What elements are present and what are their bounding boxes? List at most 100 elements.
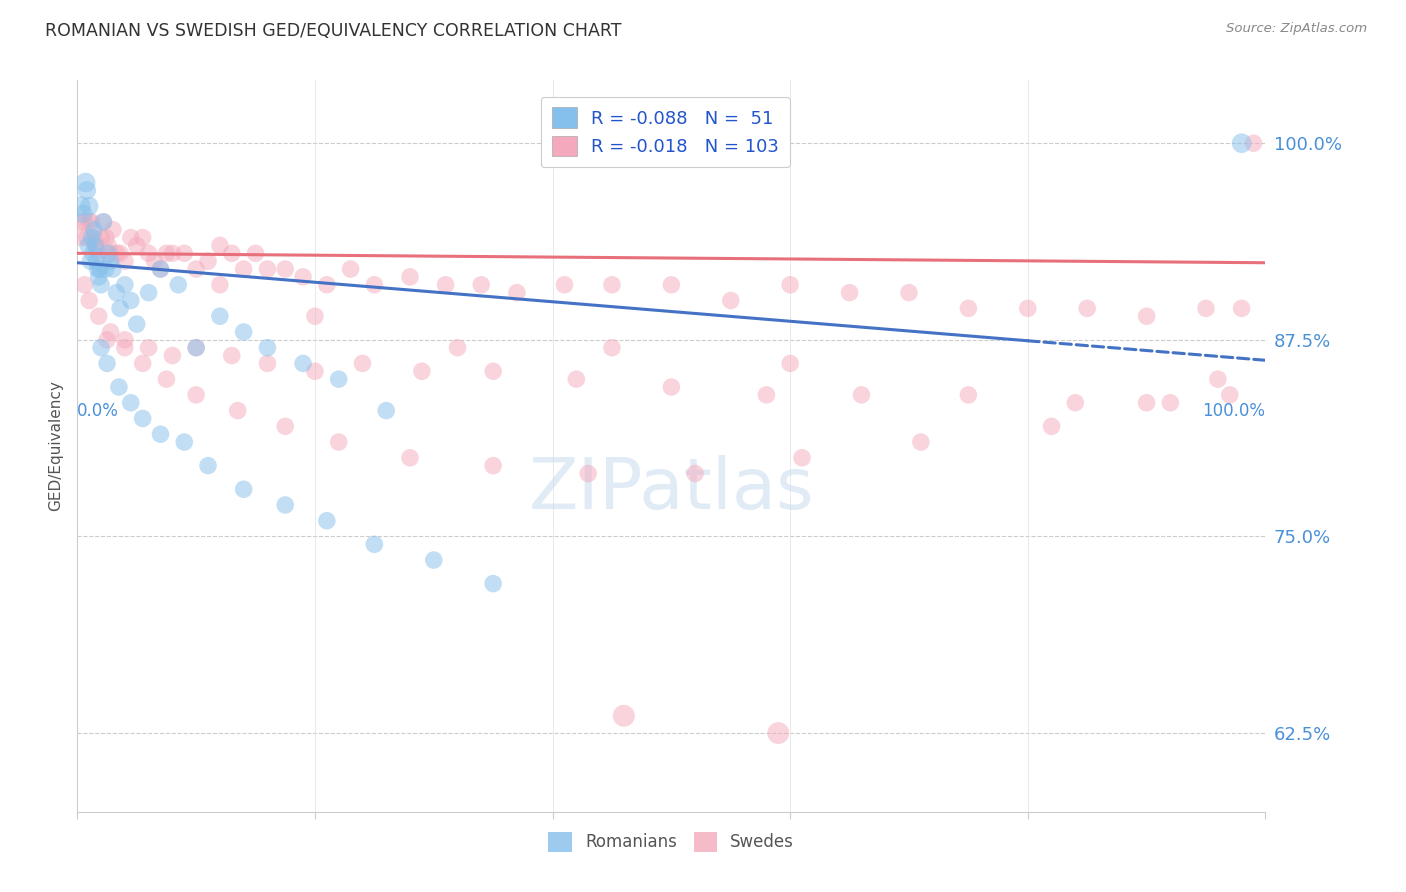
Point — [90, 341, 112, 355]
Point — [1159, 396, 1181, 410]
Point — [197, 254, 219, 268]
Point — [155, 246, 177, 260]
Point — [720, 293, 742, 308]
Point — [446, 341, 468, 355]
Point — [1195, 301, 1218, 316]
Point — [120, 396, 142, 410]
Point — [108, 246, 131, 260]
Point — [138, 285, 160, 300]
Point — [94, 262, 117, 277]
Point — [93, 215, 115, 229]
Point — [167, 277, 190, 292]
Point — [86, 238, 108, 252]
Point — [114, 333, 136, 347]
Point — [600, 277, 623, 292]
Point — [1136, 310, 1159, 324]
Point — [328, 372, 350, 386]
Point — [304, 364, 326, 378]
Point — [100, 246, 122, 260]
Point — [245, 246, 267, 260]
Point — [120, 230, 142, 244]
Point — [83, 223, 105, 237]
Point — [87, 310, 110, 324]
Point — [87, 269, 110, 284]
Point — [232, 482, 254, 496]
Point — [101, 223, 124, 237]
Point — [221, 246, 243, 260]
Point — [274, 419, 297, 434]
Point — [208, 310, 231, 324]
Point — [274, 262, 297, 277]
Point — [162, 349, 184, 363]
Text: Source: ZipAtlas.com: Source: ZipAtlas.com — [1226, 22, 1367, 36]
Point — [399, 269, 422, 284]
Point — [1076, 301, 1098, 316]
Point — [186, 341, 208, 355]
Point — [232, 325, 254, 339]
Point — [352, 356, 374, 370]
Point — [328, 435, 350, 450]
Point — [89, 262, 111, 277]
Point — [1017, 301, 1039, 316]
Point — [790, 450, 813, 465]
Point — [105, 246, 128, 260]
Point — [838, 285, 860, 300]
Point — [565, 372, 588, 386]
Point — [779, 277, 801, 292]
Point — [149, 262, 172, 277]
Point — [76, 183, 98, 197]
Point — [1243, 136, 1265, 151]
Point — [1230, 301, 1253, 316]
Point — [73, 215, 96, 229]
Point — [149, 427, 172, 442]
Point — [149, 262, 172, 277]
Point — [70, 230, 93, 244]
Point — [661, 277, 683, 292]
Point — [1206, 372, 1229, 386]
Point — [87, 246, 110, 260]
Point — [83, 230, 105, 244]
Y-axis label: GED/Equivalency: GED/Equivalency — [48, 381, 63, 511]
Text: ROMANIAN VS SWEDISH GED/EQUIVALENCY CORRELATION CHART: ROMANIAN VS SWEDISH GED/EQUIVALENCY CORR… — [45, 22, 621, 40]
Point — [114, 341, 136, 355]
Point — [226, 403, 249, 417]
Point — [90, 230, 112, 244]
Point — [274, 498, 297, 512]
Point — [292, 356, 315, 370]
Point — [114, 277, 136, 292]
Point — [80, 230, 103, 244]
Point — [256, 341, 278, 355]
Point — [114, 254, 136, 268]
Point — [100, 254, 122, 268]
Point — [77, 238, 100, 252]
Point — [143, 254, 166, 268]
Point — [186, 262, 208, 277]
Point — [315, 277, 337, 292]
Point — [94, 230, 117, 244]
Point — [155, 372, 177, 386]
Point — [553, 277, 575, 292]
Point — [131, 356, 153, 370]
Point — [208, 277, 231, 292]
Point — [96, 356, 118, 370]
Point — [108, 380, 131, 394]
Point — [482, 576, 505, 591]
Point — [105, 285, 128, 300]
Point — [75, 176, 97, 190]
Point — [482, 458, 505, 473]
Point — [339, 262, 361, 277]
Point — [851, 388, 873, 402]
Point — [197, 458, 219, 473]
Point — [120, 293, 142, 308]
Point — [100, 325, 122, 339]
Point — [768, 726, 790, 740]
Point — [131, 230, 153, 244]
Point — [138, 246, 160, 260]
Point — [125, 317, 148, 331]
Point — [173, 435, 195, 450]
Text: 0.0%: 0.0% — [77, 402, 120, 420]
Point — [613, 708, 636, 723]
Point — [256, 262, 278, 277]
Point — [363, 537, 385, 551]
Point — [399, 450, 422, 465]
